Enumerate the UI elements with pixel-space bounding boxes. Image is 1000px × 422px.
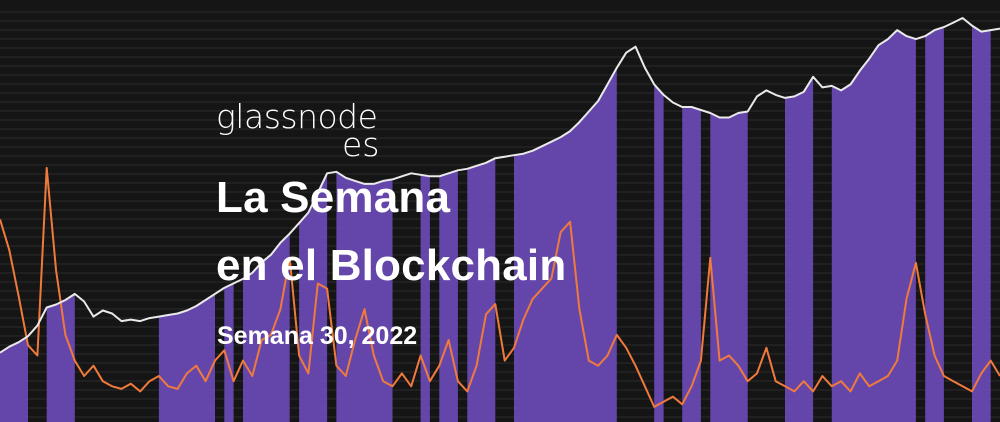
highlight-band — [654, 84, 664, 422]
headline-line-1: La Semana — [216, 173, 451, 222]
brand-language-suffix: es — [342, 125, 380, 164]
highlight-band — [0, 336, 28, 422]
highlight-band — [710, 111, 748, 422]
indicator-line — [0, 166, 1000, 408]
highlight-band — [831, 30, 916, 422]
highlight-band — [514, 67, 617, 422]
highlight-band — [224, 283, 234, 422]
brand-logo: glassnode — [216, 97, 378, 136]
highlight-bands — [0, 25, 991, 422]
highlight-band — [682, 107, 701, 422]
highlight-band — [925, 27, 944, 422]
headline-line-2: en el Blockchain — [216, 241, 567, 290]
edition-label: Semana 30, 2022 — [217, 322, 418, 350]
highlight-band — [972, 25, 991, 422]
highlight-band — [243, 233, 290, 422]
highlight-band — [299, 173, 328, 422]
price-line — [0, 17, 1000, 354]
highlight-band — [785, 76, 814, 422]
highlight-band — [467, 158, 496, 422]
highlight-band — [46, 293, 75, 422]
highlight-band — [158, 293, 215, 422]
